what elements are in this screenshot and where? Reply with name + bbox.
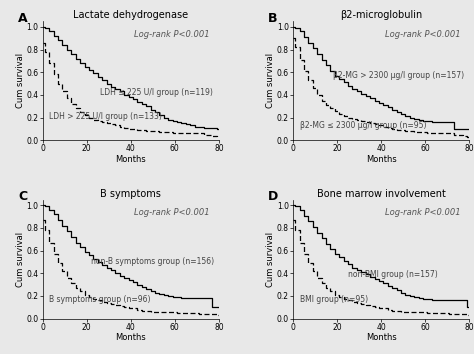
X-axis label: Months: Months [116, 155, 146, 164]
Y-axis label: Cum survival: Cum survival [16, 53, 25, 108]
Text: Log-rank P<0.001: Log-rank P<0.001 [384, 30, 460, 39]
Text: β2-MG ≤ 2300 μg/l group (n=95): β2-MG ≤ 2300 μg/l group (n=95) [300, 121, 426, 130]
Text: Log-rank P<0.001: Log-rank P<0.001 [384, 208, 460, 217]
Text: Log-rank P<0.001: Log-rank P<0.001 [134, 208, 210, 217]
Text: Log-rank P<0.001: Log-rank P<0.001 [134, 30, 210, 39]
Y-axis label: Cum survival: Cum survival [266, 53, 275, 108]
Title: β2-microglobulin: β2-microglobulin [340, 11, 422, 21]
Y-axis label: Cum survival: Cum survival [16, 232, 25, 287]
Text: D: D [268, 190, 279, 203]
X-axis label: Months: Months [366, 155, 396, 164]
Text: LDH ≤ 225 U/l group (n=119): LDH ≤ 225 U/l group (n=119) [100, 88, 213, 97]
Text: β2-MG > 2300 μg/l group (n=157): β2-MG > 2300 μg/l group (n=157) [333, 71, 464, 80]
X-axis label: Months: Months [116, 333, 146, 342]
Text: LDH > 225 U/l group (n=133): LDH > 225 U/l group (n=133) [49, 112, 162, 121]
Title: Bone marrow involvement: Bone marrow involvement [317, 189, 446, 199]
Title: Lactate dehydrogenase: Lactate dehydrogenase [73, 11, 188, 21]
Text: B: B [268, 12, 278, 25]
Text: C: C [18, 190, 27, 203]
Text: BMI group (n=95): BMI group (n=95) [300, 295, 368, 304]
Text: B symptoms group (n=96): B symptoms group (n=96) [49, 295, 151, 304]
Text: A: A [18, 12, 27, 25]
Title: B symptoms: B symptoms [100, 189, 161, 199]
X-axis label: Months: Months [366, 333, 396, 342]
Y-axis label: Cum survival: Cum survival [266, 232, 275, 287]
Text: non-BMI group (n=157): non-BMI group (n=157) [348, 270, 438, 279]
Text: non-B symptoms group (n=156): non-B symptoms group (n=156) [91, 257, 214, 267]
